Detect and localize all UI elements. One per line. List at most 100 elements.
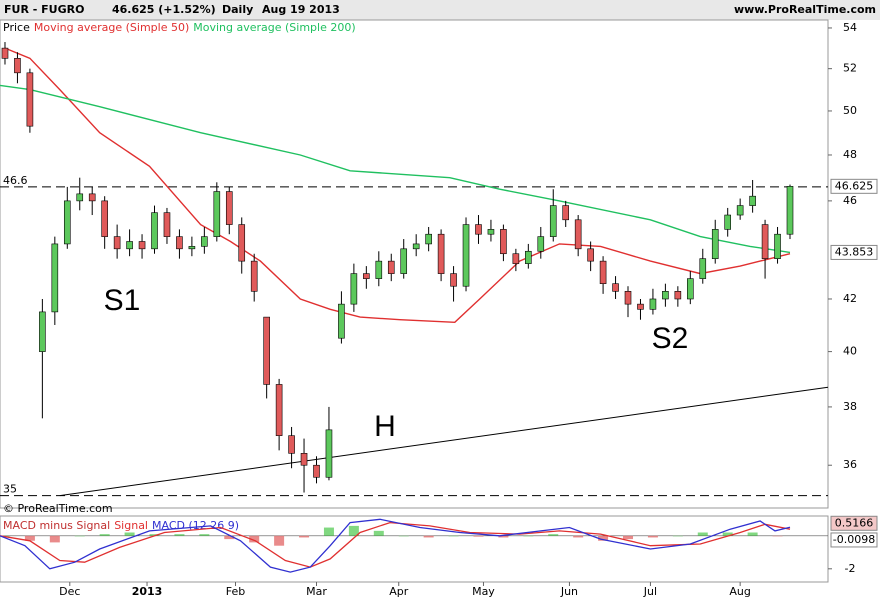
histogram-bar (199, 534, 210, 536)
candle-body (1, 47, 9, 59)
value-box (830, 178, 878, 194)
histogram-bar (49, 535, 60, 543)
candle-body (761, 224, 769, 259)
candle-body (313, 464, 320, 478)
candle-body (724, 214, 731, 230)
candle-body (549, 205, 557, 237)
legend-entry: Moving average (Simple 200) (193, 21, 355, 34)
candle-body (624, 291, 632, 305)
macd-legend-part: MACD minus Signal (3, 519, 110, 532)
price-panel (0, 19, 829, 509)
candle-body (138, 241, 146, 250)
histogram-bar (548, 534, 559, 536)
candle-body (263, 316, 270, 385)
histogram-bar (348, 525, 359, 536)
histogram-bar (598, 535, 609, 541)
candle-body (487, 229, 495, 235)
copyright: © ProRealTime.com (3, 502, 113, 515)
candle-body (151, 212, 158, 250)
quote: 46.625 (+1.52%) (112, 3, 216, 16)
value-box-label: 0.5166 (835, 516, 874, 529)
x-tick-label: Dec (59, 585, 80, 598)
histogram-bar (423, 535, 434, 538)
candle-body (275, 384, 283, 436)
histogram-bar (24, 535, 35, 541)
histogram-bar (274, 535, 285, 546)
candle-body (400, 248, 408, 274)
candle-body (325, 429, 333, 478)
candle-body (525, 250, 532, 264)
x-tick-label: 2013 (132, 585, 163, 598)
histogram-bar (448, 535, 459, 537)
candle-body (238, 224, 246, 262)
x-tick-label: Jun (560, 585, 578, 598)
candle-body (101, 200, 108, 237)
candle-body (562, 205, 570, 221)
histogram-bar (74, 535, 85, 537)
histogram-bar (697, 532, 708, 536)
period: Daily (222, 3, 253, 16)
candle-body (363, 273, 370, 279)
candle-body (649, 298, 657, 310)
value-box-label: -0.0098 (833, 533, 875, 546)
legend-entry: Moving average (Simple 50) (34, 21, 189, 34)
candle-body (14, 58, 21, 74)
annotation: S1 (104, 284, 141, 317)
candle-body (711, 229, 719, 259)
candle-body (687, 278, 694, 300)
x-tick-label: Aug (729, 585, 750, 598)
series-line (0, 84, 791, 254)
candle-body (462, 224, 470, 287)
candle-body (674, 291, 682, 300)
histogram-bar (323, 527, 334, 536)
date: Aug 19 2013 (262, 3, 340, 16)
histogram-bar (722, 532, 733, 536)
candle-body (76, 193, 84, 202)
histogram-bar (747, 532, 758, 536)
x-tick-label: Jul (643, 585, 657, 598)
y-tick-label: 46 (843, 194, 857, 207)
series-line (4, 47, 791, 324)
candle-body (288, 435, 295, 454)
candle-body (300, 453, 308, 466)
macd-legend: MACD minus Signal Signal MACD (12 26 9) (3, 519, 239, 532)
candle-body (350, 273, 358, 305)
candle-body (412, 243, 420, 250)
histogram-bar (249, 535, 260, 543)
candle-body (63, 200, 71, 245)
histogram-bar (149, 534, 160, 536)
legend: Price Moving average (Simple 50) Moving av… (3, 21, 356, 34)
value-box-label: 46.625 (835, 179, 874, 192)
value-box (830, 532, 878, 548)
trendline (59, 386, 829, 497)
y-tick-label: 48 (843, 148, 857, 161)
y-tick-label: 36 (843, 458, 857, 471)
legend-prefix: Price (3, 21, 30, 34)
candle-body (176, 236, 183, 250)
candle-body (587, 248, 594, 262)
candle-body (250, 260, 258, 292)
header-bar (0, 0, 880, 20)
x-tick-label: Apr (389, 585, 409, 598)
histogram-bar (772, 535, 783, 537)
candle-body (537, 236, 545, 252)
candle-body (201, 236, 208, 247)
histogram-bar (473, 535, 484, 537)
candle-body (450, 273, 457, 287)
candle-body (599, 260, 607, 284)
macd-panel (0, 515, 829, 583)
candle-body (375, 260, 383, 279)
candle-body (39, 311, 46, 352)
y-tick-label: 42 (843, 292, 857, 305)
candle-body (425, 233, 432, 245)
candle-body (225, 191, 233, 225)
x-tick-label: May (472, 585, 495, 598)
candle-body (637, 303, 644, 310)
histogram-bar (99, 534, 110, 536)
histogram-bar (647, 535, 658, 538)
histogram-bar (124, 532, 135, 536)
level-label: 46.6 (3, 174, 28, 187)
candle-body (163, 212, 171, 237)
histogram-bar (523, 535, 534, 537)
